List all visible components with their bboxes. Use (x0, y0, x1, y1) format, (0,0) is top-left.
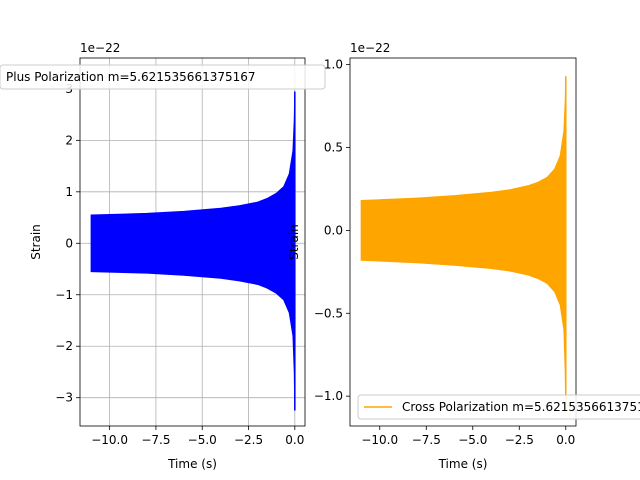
y-tick-label: 0.5 (324, 141, 343, 155)
axes-frame (79, 57, 306, 427)
legend-label: Plus Polarization m=5.621535661375167 (6, 70, 256, 84)
y-tick-label: 1 (65, 185, 73, 199)
legend: Cross Polarization m=5.621535661375167 (357, 394, 640, 420)
x-axis-label: Time (s) (438, 457, 488, 471)
y-offset-text: 1e−22 (350, 41, 390, 55)
y-offset-text: 1e−22 (80, 41, 120, 55)
x-tick-label: −7.5 (412, 433, 441, 447)
axes-frame (349, 57, 577, 427)
y-tick-label: −0.5 (314, 306, 343, 320)
series-band (360, 76, 567, 410)
x-tick-label: 0.0 (285, 433, 304, 447)
x-tick-label: −10.0 (91, 433, 128, 447)
series-band (90, 91, 296, 411)
x-tick-label: −10.0 (361, 433, 398, 447)
legend-box (357, 394, 640, 420)
x-axis-label: Time (s) (167, 457, 217, 471)
x-tick-label: 0.0 (556, 433, 575, 447)
y-tick-label: −1 (55, 288, 73, 302)
y-tick-label: −3 (55, 391, 73, 405)
y-tick-label: −2 (55, 339, 73, 353)
y-axis-label: Strain (287, 224, 301, 260)
legend: Plus Polarization m=5.621535661375167 (0, 64, 326, 90)
y-tick-label: 2 (65, 133, 73, 147)
x-tick-label: −5.0 (188, 433, 217, 447)
y-tick-label: −1.0 (314, 389, 343, 403)
x-tick-label: −2.5 (505, 433, 534, 447)
x-tick-label: −7.5 (141, 433, 170, 447)
y-axis-label: Strain (29, 224, 43, 260)
cross-polarization-panel: −10.0 −7.5 −5.0 −2.5 0.0 −1.0 −0.5 0.0 0.5 1.0 Tim… (287, 41, 640, 471)
legend-label: Cross Polarization m=5.621535661375167 (402, 400, 640, 414)
plus-polarization-panel: −10.0−7.5−5.0−2.50.0−3−2−10123Time (s)St… (0, 41, 326, 471)
y-tick-label: 0 (65, 236, 73, 250)
x-tick-label: −5.0 (458, 433, 487, 447)
y-tick-label: 1.0 (324, 58, 343, 72)
y-tick-label: 0.0 (324, 223, 343, 237)
x-tick-label: −2.5 (234, 433, 263, 447)
legend-box (0, 64, 326, 90)
